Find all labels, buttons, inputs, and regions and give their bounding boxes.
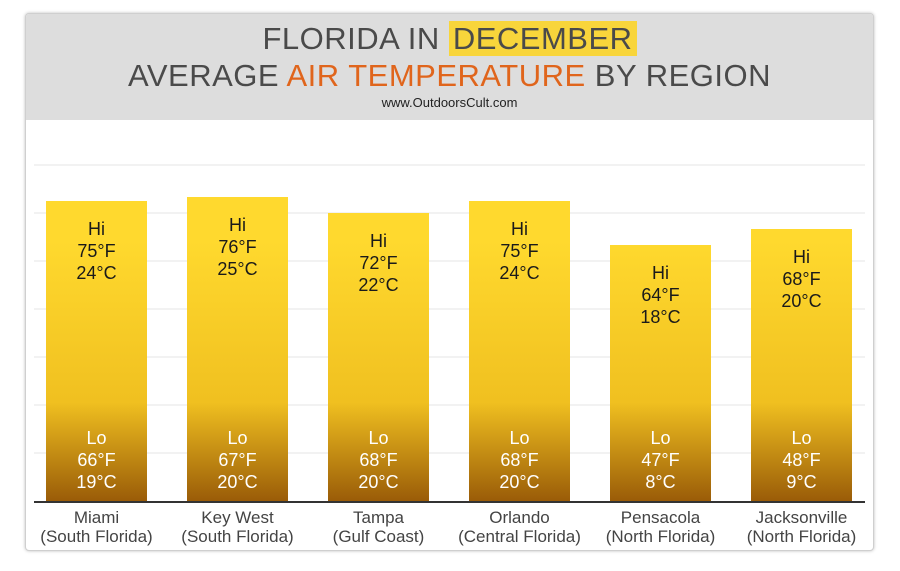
lo-data-label: 47°F — [641, 450, 679, 470]
chart-header: FLORIDA IN DECEMBER AVERAGE AIR TEMPERAT… — [26, 14, 873, 120]
bar — [751, 229, 852, 501]
hi-data-label: Hi — [793, 247, 810, 267]
hi-data-label: 20°C — [781, 291, 821, 311]
lo-data-label: 9°C — [786, 472, 816, 492]
title-highlight-month: DECEMBER — [448, 21, 637, 56]
hi-data-label: Hi — [229, 215, 246, 235]
hi-data-label: 24°C — [76, 263, 116, 283]
hi-data-label: 25°C — [217, 259, 257, 279]
bar — [469, 201, 570, 501]
lo-data-label: 20°C — [358, 472, 398, 492]
lo-data-label: Lo — [791, 428, 811, 448]
hi-data-label: 68°F — [782, 269, 820, 289]
hi-data-label: Hi — [370, 231, 387, 251]
x-tick-label: Pensacola — [621, 508, 701, 527]
hi-data-label: 76°F — [218, 237, 256, 257]
hi-data-label: Hi — [511, 219, 528, 239]
hi-data-label: 75°F — [500, 241, 538, 261]
x-tick-label: Tampa — [353, 508, 405, 527]
x-tick-region-label: (North Florida) — [606, 527, 716, 546]
x-tick-region-label: (Gulf Coast) — [333, 527, 425, 546]
lo-data-label: 48°F — [782, 450, 820, 470]
hi-data-label: Hi — [652, 263, 669, 283]
lo-data-label: 20°C — [217, 472, 257, 492]
x-tick-region-label: (North Florida) — [747, 527, 857, 546]
lo-data-label: Lo — [227, 428, 247, 448]
chart-title-line1: FLORIDA IN DECEMBER — [26, 21, 873, 57]
bar — [46, 201, 147, 501]
lo-data-label: 19°C — [76, 472, 116, 492]
chart-card: FLORIDA IN DECEMBER AVERAGE AIR TEMPERAT… — [25, 13, 874, 551]
hi-data-label: 75°F — [77, 241, 115, 261]
x-tick-label: Miami — [74, 508, 119, 527]
bar — [328, 213, 429, 501]
hi-data-label: 72°F — [359, 253, 397, 273]
x-tick-region-label: (South Florida) — [181, 527, 293, 546]
x-tick-region-label: (Central Florida) — [458, 527, 581, 546]
lo-data-label: Lo — [368, 428, 388, 448]
x-tick-label: Orlando — [489, 508, 549, 527]
lo-data-label: 20°C — [499, 472, 539, 492]
lo-data-label: 68°F — [500, 450, 538, 470]
website-credit: www.OutdoorsCult.com — [381, 95, 518, 110]
hi-data-label: 22°C — [358, 275, 398, 295]
x-tick-label: Jacksonville — [756, 508, 848, 527]
hi-data-label: 24°C — [499, 263, 539, 283]
lo-data-label: Lo — [86, 428, 106, 448]
lo-data-label: Lo — [509, 428, 529, 448]
subtitle-suffix: BY REGION — [585, 58, 771, 93]
lo-data-label: 66°F — [77, 450, 115, 470]
lo-data-label: Lo — [650, 428, 670, 448]
hi-data-label: Hi — [88, 219, 105, 239]
title-prefix: FLORIDA IN — [262, 21, 449, 56]
hi-data-label: 18°C — [640, 307, 680, 327]
bar — [610, 245, 711, 501]
chart-title-line2: AVERAGE AIR TEMPERATURE BY REGION — [26, 58, 873, 94]
subtitle-prefix: AVERAGE — [128, 58, 287, 93]
lo-data-label: 67°F — [218, 450, 256, 470]
lo-data-label: 68°F — [359, 450, 397, 470]
lo-data-label: 8°C — [645, 472, 675, 492]
subtitle-accent: AIR TEMPERATURE — [286, 58, 586, 93]
x-tick-label: Key West — [201, 508, 274, 527]
x-tick-region-label: (South Florida) — [40, 527, 152, 546]
hi-data-label: 64°F — [641, 285, 679, 305]
bar — [187, 197, 288, 501]
